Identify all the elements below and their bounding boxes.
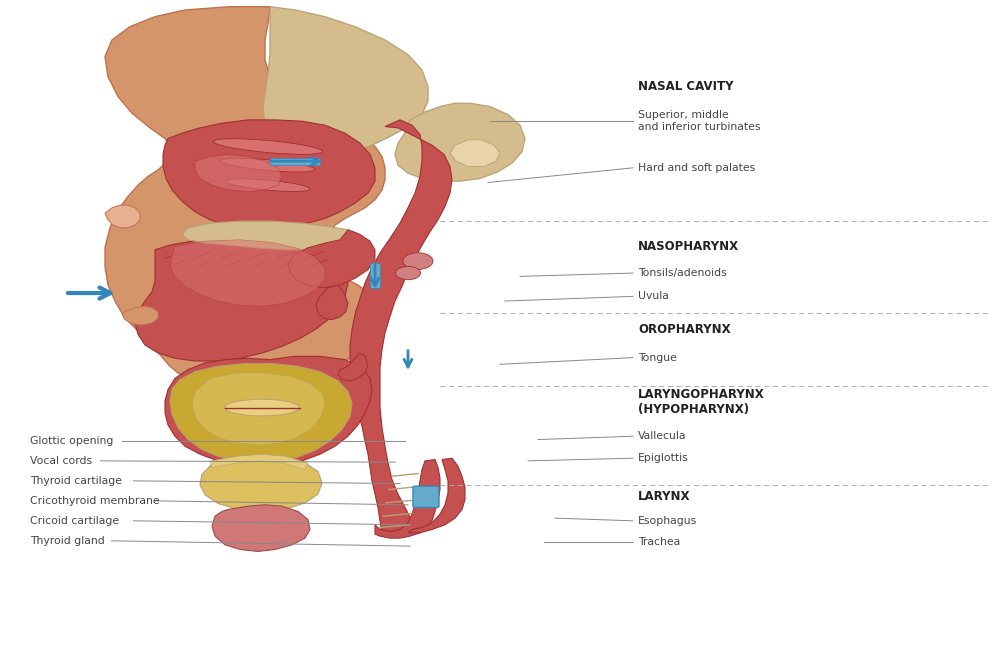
Polygon shape <box>182 221 362 250</box>
Polygon shape <box>370 263 380 288</box>
Text: NASAL CAVITY: NASAL CAVITY <box>638 80 734 93</box>
Ellipse shape <box>403 253 433 269</box>
Text: Cricothyroid membrane: Cricothyroid membrane <box>30 496 160 506</box>
FancyBboxPatch shape <box>413 486 439 507</box>
Text: Superior, middle
and inferior turbinates: Superior, middle and inferior turbinates <box>638 111 761 132</box>
FancyArrowPatch shape <box>371 264 379 286</box>
Text: Tonsils/adenoids: Tonsils/adenoids <box>638 268 727 278</box>
Text: Uvula: Uvula <box>638 291 669 302</box>
Polygon shape <box>105 7 385 389</box>
Polygon shape <box>263 7 428 157</box>
Text: Epiglottis: Epiglottis <box>638 453 689 464</box>
Text: OROPHARYNX: OROPHARYNX <box>638 323 731 336</box>
Ellipse shape <box>224 399 300 416</box>
Text: Vocal cords: Vocal cords <box>30 456 92 466</box>
Polygon shape <box>375 460 440 538</box>
Polygon shape <box>200 454 322 511</box>
Text: NASOPHARYNX: NASOPHARYNX <box>638 240 739 253</box>
Polygon shape <box>192 373 325 445</box>
Polygon shape <box>350 120 452 534</box>
Ellipse shape <box>226 179 310 191</box>
FancyArrowPatch shape <box>271 157 319 165</box>
Polygon shape <box>270 158 320 165</box>
Ellipse shape <box>221 159 315 172</box>
Polygon shape <box>105 205 140 228</box>
Ellipse shape <box>396 266 420 280</box>
FancyArrowPatch shape <box>404 350 412 367</box>
Text: Tongue: Tongue <box>638 352 677 363</box>
Polygon shape <box>170 364 352 462</box>
Polygon shape <box>135 238 348 361</box>
Ellipse shape <box>214 139 322 155</box>
Polygon shape <box>395 103 525 181</box>
Text: Glottic opening: Glottic opening <box>30 436 113 446</box>
Polygon shape <box>210 454 308 470</box>
Polygon shape <box>316 285 348 320</box>
Text: Vallecula: Vallecula <box>638 431 686 442</box>
Text: Hard and soft palates: Hard and soft palates <box>638 163 755 173</box>
Polygon shape <box>408 458 465 533</box>
Text: Thyroid gland: Thyroid gland <box>30 535 105 546</box>
Polygon shape <box>165 356 372 466</box>
Polygon shape <box>338 353 368 381</box>
Polygon shape <box>212 505 310 551</box>
FancyArrowPatch shape <box>68 288 111 298</box>
Text: Trachea: Trachea <box>638 537 680 547</box>
Polygon shape <box>122 306 158 325</box>
Text: Thyroid cartilage: Thyroid cartilage <box>30 476 122 486</box>
Polygon shape <box>195 155 282 192</box>
Polygon shape <box>450 140 500 166</box>
Polygon shape <box>163 120 375 228</box>
Polygon shape <box>170 240 325 306</box>
Text: LARYNGOPHARYNX
(HYPOPHARYNX): LARYNGOPHARYNX (HYPOPHARYNX) <box>638 388 765 416</box>
Text: LARYNX: LARYNX <box>638 490 690 503</box>
Text: Esophagus: Esophagus <box>638 515 697 526</box>
Text: Cricoid cartilage: Cricoid cartilage <box>30 515 119 526</box>
Polygon shape <box>288 230 375 288</box>
